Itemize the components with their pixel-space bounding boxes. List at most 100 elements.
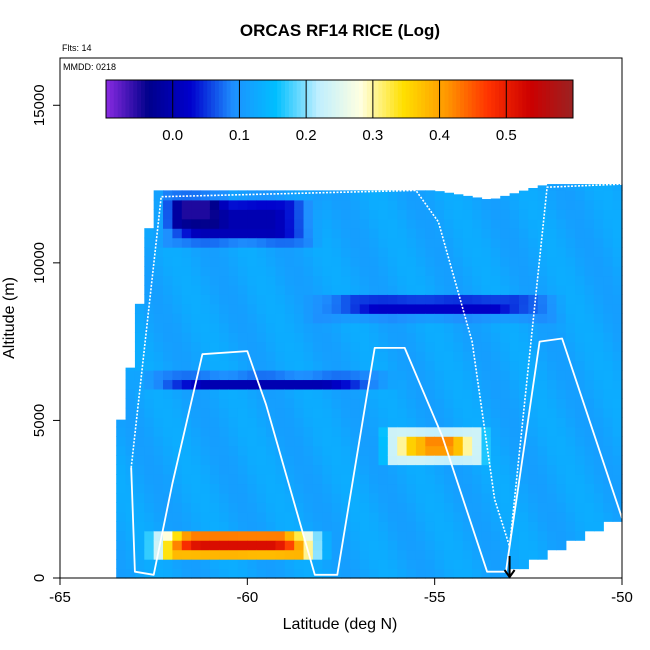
heatmap-cell <box>369 521 380 532</box>
heatmap-cell <box>481 407 492 418</box>
heatmap-cell <box>593 228 604 239</box>
heatmap-cell <box>331 445 342 456</box>
heatmap-cell <box>331 436 342 447</box>
heatmap-cell <box>575 492 586 503</box>
heatmap-cell <box>134 559 145 570</box>
heatmap-cell <box>341 360 351 371</box>
heatmap-cell <box>415 549 426 560</box>
heatmap-cell <box>153 511 164 522</box>
heatmap-cell <box>144 228 155 239</box>
heatmap-cell <box>153 256 164 267</box>
heatmap-cell <box>500 417 511 428</box>
heatmap-cell <box>247 218 258 229</box>
heatmap-cell <box>219 190 230 201</box>
heatmap-cell <box>453 341 464 352</box>
heatmap-cell <box>500 370 511 381</box>
heatmap-cell <box>303 540 314 551</box>
heatmap-cell <box>518 360 529 371</box>
heatmap-cell <box>256 549 267 560</box>
heatmap-cell <box>359 549 370 560</box>
heatmap-cell <box>481 398 492 409</box>
heatmap-cell <box>547 492 558 503</box>
heatmap-cell <box>275 436 286 447</box>
heatmap-cell <box>341 322 351 333</box>
heatmap-cell <box>294 360 305 371</box>
heatmap-cell <box>125 436 136 447</box>
heatmap-cell <box>397 511 408 522</box>
heatmap-cell <box>350 199 361 210</box>
heatmap-cell <box>575 275 586 286</box>
heatmap-cell <box>200 398 211 409</box>
heatmap-cell <box>453 398 464 409</box>
heatmap-cell <box>406 398 417 409</box>
heatmap-cell <box>163 256 173 267</box>
heatmap-cell <box>509 351 520 362</box>
colorbar-segment <box>117 80 123 118</box>
heatmap-cell <box>378 351 389 362</box>
heatmap-cell <box>472 540 483 551</box>
heatmap-cell <box>284 398 295 409</box>
heatmap-cell <box>219 256 230 267</box>
heatmap-cell <box>425 199 436 210</box>
heatmap-cell <box>200 209 211 220</box>
heatmap-cell <box>500 247 511 258</box>
heatmap-cell <box>369 455 380 466</box>
heatmap-cell <box>237 332 248 343</box>
heatmap-cell <box>209 341 220 352</box>
heatmap-cell <box>163 464 173 475</box>
heatmap-cell <box>275 407 286 418</box>
heatmap-cell <box>462 275 473 286</box>
heatmap-cell <box>303 398 314 409</box>
heatmap-cell <box>163 379 173 390</box>
heatmap-cell <box>172 464 183 475</box>
heatmap-cell <box>228 502 239 513</box>
colorbar-segment <box>238 80 243 118</box>
heatmap-cell <box>228 492 239 503</box>
heatmap-cell <box>537 313 548 324</box>
heatmap-cell <box>462 313 473 324</box>
heatmap-cell <box>172 530 183 541</box>
heatmap-cell <box>528 294 539 305</box>
heatmap-cell <box>163 332 173 343</box>
heatmap-cell <box>397 379 408 390</box>
heatmap-cell <box>434 303 445 314</box>
heatmap-cell <box>444 417 454 428</box>
heatmap-cell <box>556 190 567 201</box>
heatmap-cell <box>322 294 333 305</box>
heatmap-cell <box>406 275 417 286</box>
heatmap-cell <box>369 407 380 418</box>
heatmap-cell <box>266 256 277 267</box>
heatmap-cell <box>153 303 164 314</box>
heatmap-cell <box>284 530 295 541</box>
heatmap-cell <box>453 237 464 248</box>
heatmap-cell <box>125 549 136 560</box>
heatmap-cell <box>547 464 558 475</box>
heatmap-cell <box>275 559 286 570</box>
heatmap-cell <box>153 455 164 466</box>
heatmap-cell <box>518 275 529 286</box>
heatmap-cell <box>415 313 426 324</box>
heatmap-cell <box>200 464 211 475</box>
heatmap-cell <box>472 549 483 560</box>
heatmap-cell <box>163 266 173 277</box>
heatmap-cell <box>415 436 426 447</box>
heatmap-cell <box>359 445 370 456</box>
heatmap-cell <box>284 275 295 286</box>
heatmap-cell <box>350 237 361 248</box>
heatmap-cell <box>453 256 464 267</box>
heatmap-cell <box>415 407 426 418</box>
heatmap-cell <box>331 407 342 418</box>
heatmap-cell <box>237 322 248 333</box>
heatmap-cell <box>500 549 511 560</box>
heatmap-cell <box>209 218 220 229</box>
heatmap-cell <box>303 521 314 532</box>
heatmap-cell <box>209 247 220 258</box>
heatmap-cell <box>518 474 529 485</box>
colorbar-segment <box>409 80 414 118</box>
heatmap-cell <box>163 559 173 570</box>
heatmap-cell <box>191 322 202 333</box>
heatmap-cell <box>359 199 370 210</box>
heatmap-cell <box>425 266 436 277</box>
heatmap-cell <box>444 341 454 352</box>
heatmap-cell <box>116 511 127 522</box>
